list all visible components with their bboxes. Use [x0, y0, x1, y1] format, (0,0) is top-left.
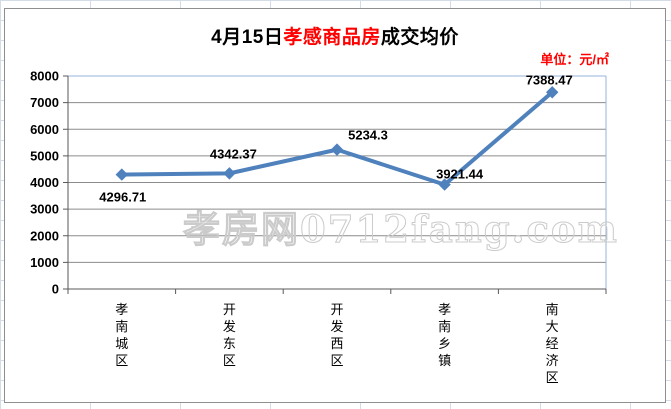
data-point-value-label: 4342.37 [210, 146, 257, 161]
x-axis-category-label: 南大经济区 [545, 302, 559, 385]
y-axis-tick-label: 7000 [30, 95, 59, 110]
data-point-marker [438, 178, 451, 191]
y-axis-tick-label: 8000 [30, 69, 59, 84]
data-point-value-label: 3921.44 [436, 167, 484, 182]
y-axis-tick-label: 3000 [30, 202, 59, 217]
data-point-value-label: 4296.71 [99, 190, 146, 205]
x-axis-category-label: 开发东区 [222, 302, 236, 368]
x-axis-category-label: 孝南城区 [115, 302, 129, 368]
data-point-marker [223, 167, 236, 180]
data-point-marker [115, 168, 129, 181]
chart-title-suffix: 成交均价 [380, 27, 459, 48]
data-point-marker [545, 86, 559, 99]
y-axis-tick-label: 6000 [30, 122, 59, 137]
chart-title: 4月15日孝感商品房成交均价 [5, 22, 665, 49]
chart-title-prefix: 4月15日 [211, 27, 284, 48]
x-axis-category-label: 开发西区 [330, 302, 344, 368]
series-line [119, 90, 555, 187]
data-point-value-label: 5234.3 [348, 128, 388, 143]
y-axis-tick-label: 0 [52, 282, 59, 297]
line-chart-plot: 0 1000 2000 3000 4000 5000 6000 7000 8000 4296.71… [30, 69, 607, 297]
unit-label: 单位：元/㎡ [540, 52, 609, 67]
y-axis-tick-label: 4000 [30, 175, 59, 190]
chart-object[interactable]: 4月15日孝感商品房成交均价 单位：元/㎡ 0 1000 2000 3000 4000 5… [4, 8, 666, 403]
data-point-marker [330, 143, 344, 156]
x-axis-category-label: 孝南乡镇 [438, 302, 452, 368]
y-axis-tick-label: 2000 [30, 228, 59, 243]
y-axis-tick-label: 5000 [30, 148, 59, 163]
y-axis-tick-label: 1000 [30, 255, 59, 270]
data-point-value-label: 7388.47 [526, 72, 573, 87]
chart-title-highlight: 孝感商品房 [283, 27, 381, 48]
